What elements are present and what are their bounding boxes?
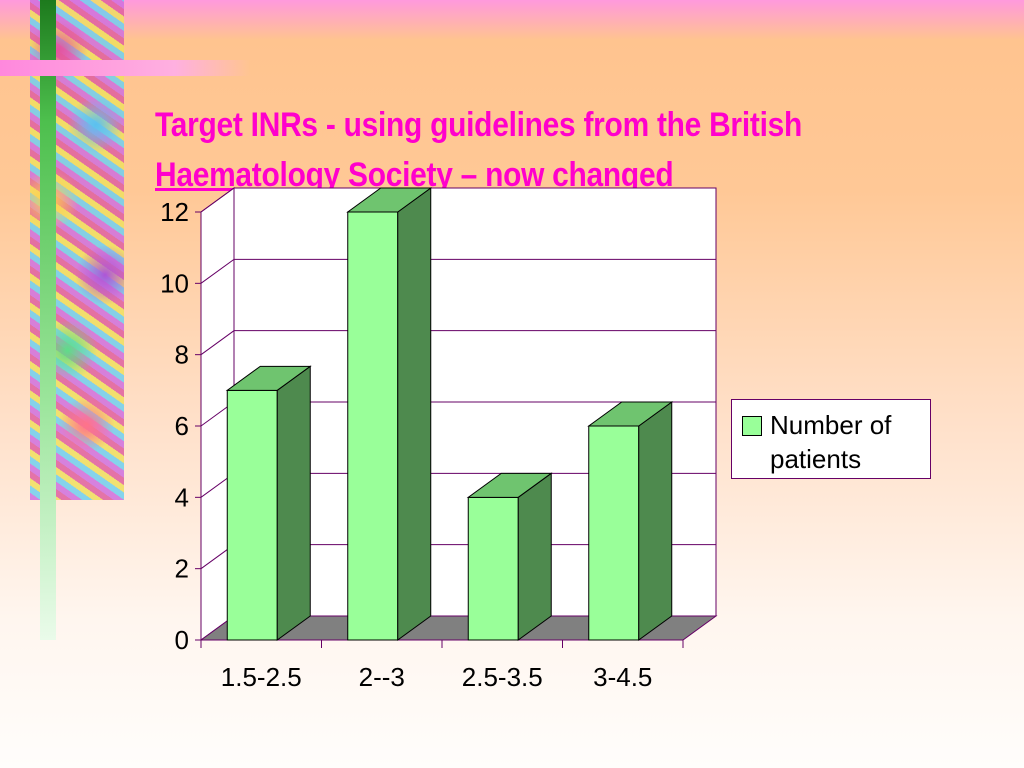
title-line-1: Target INRs - using guidelines from the … <box>155 106 803 144</box>
decorative-green-bar <box>40 0 56 640</box>
gridline <box>200 330 716 356</box>
y-tick-label: 2 <box>175 554 189 584</box>
bar-side <box>638 401 673 641</box>
y-tick-label: 0 <box>175 625 189 655</box>
decorative-pink-bar <box>0 60 250 76</box>
bar-side <box>397 187 432 641</box>
bar-front <box>588 425 640 641</box>
y-tick-label: 12 <box>160 197 189 227</box>
bar-front <box>226 389 278 641</box>
bar-top <box>225 365 312 391</box>
bar-top <box>466 472 553 498</box>
bar-top <box>346 187 433 213</box>
chart-legend: Number of patients <box>731 399 931 479</box>
x-tick-label: 2.5-3.5 <box>462 662 543 692</box>
y-tick-label: 4 <box>175 482 189 512</box>
gridline <box>200 258 716 284</box>
x-tick-label: 1.5-2.5 <box>221 662 302 692</box>
x-tick-label: 3-4.5 <box>593 662 652 692</box>
gridline <box>200 187 716 213</box>
bar-top <box>587 401 674 427</box>
y-tick-label: 6 <box>175 411 189 441</box>
legend-swatch <box>742 416 762 436</box>
bar-side <box>276 365 311 641</box>
y-tick-label: 10 <box>160 268 189 298</box>
x-tick-label: 2--3 <box>359 662 405 692</box>
legend-label: Number of patients <box>770 410 892 474</box>
y-tick-label: 8 <box>175 340 189 370</box>
bar-front <box>347 211 399 641</box>
bar-side <box>517 472 552 641</box>
bar-front <box>467 496 519 641</box>
